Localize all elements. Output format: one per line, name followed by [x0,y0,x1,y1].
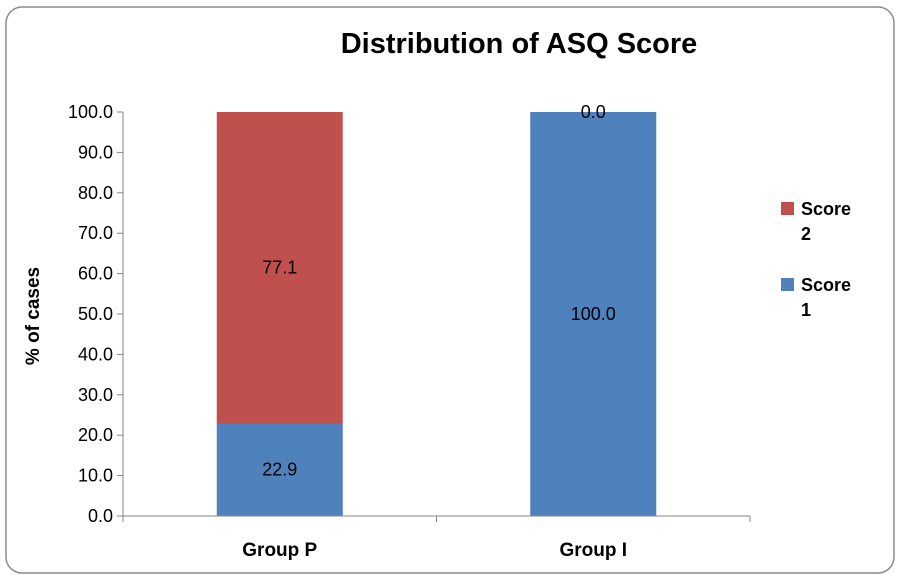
x-tick-label: Group P [242,540,317,561]
legend-swatch [781,202,794,215]
bars: 22.9 77.1 100.0 0.0 [216,102,657,516]
legend-swatch [781,278,794,291]
legend-label: 1 [801,300,811,320]
bar [530,112,657,516]
data-label: 100.0 [571,304,616,324]
x-tick-label: Group I [559,540,627,561]
y-tick-label: 60.0 [78,264,113,284]
y-tick-label: 100.0 [68,102,113,122]
y-tick-label: 50.0 [78,304,113,324]
legend: Score 2 Score 1 [781,199,851,320]
data-label: 77.1 [262,258,297,278]
y-axis-label: % of cases [23,267,44,365]
y-tick-label: 70.0 [78,223,113,243]
x-axis: Group P Group I [122,515,751,561]
bar [216,423,343,516]
legend-label: 2 [801,224,811,244]
y-tick-label: 80.0 [78,183,113,203]
data-label: 0.0 [581,102,606,122]
y-tick-label: 20.0 [78,425,113,445]
chart-title: Distribution of ASQ Score [341,28,698,60]
y-tick-label: 10.0 [78,466,113,486]
chart-border [5,6,895,574]
bar [216,112,343,424]
data-label: 22.9 [262,460,297,480]
legend-label: Score [801,199,851,219]
legend-label: Score [801,275,851,295]
chart-svg: Distribution of ASQ Score % of cases 0.0… [5,6,895,574]
y-tick-label: 90.0 [78,142,113,162]
y-tick-label: 30.0 [78,385,113,405]
y-tick-label: 40.0 [78,344,113,364]
y-axis: 0.0 10.0 20.0 30.0 40.0 50.0 60.0 70.0 80.0 90.0 1… [68,102,124,526]
y-tick-label: 0.0 [88,506,113,526]
chart-container: Distribution of ASQ Score % of cases 0.0… [5,6,895,574]
